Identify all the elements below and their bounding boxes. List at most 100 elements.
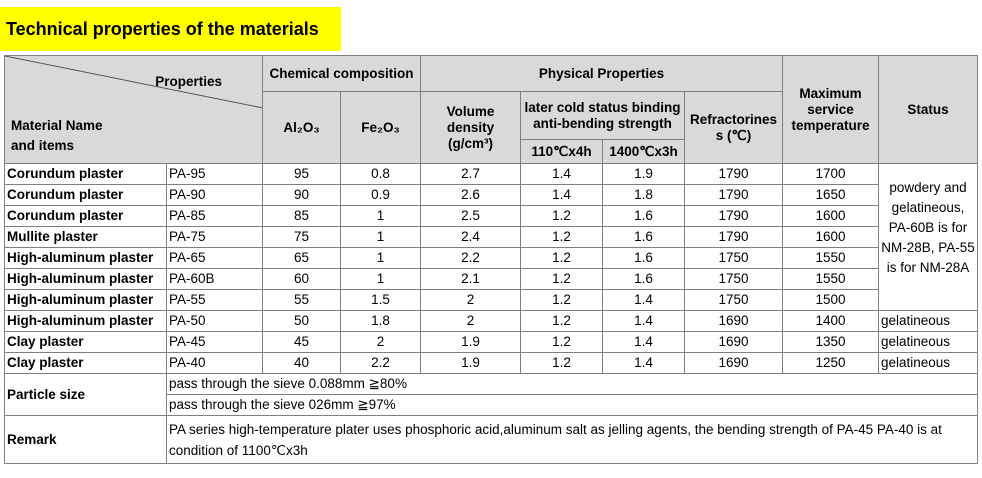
refractoriness-cell: 1750 (684, 247, 783, 269)
material-name-cell: High-aluminum plaster (4, 289, 167, 311)
material-name-label: Material Name (11, 118, 103, 133)
table-row: Corundum plaster PA-95 95 0.8 2.7 1.4 1.9 1790 1… (4, 163, 978, 311)
refractoriness-cell: 1790 (684, 226, 783, 248)
table-row: High-aluminum plaster PA-60B 60 1 2.1 1.2 1.6 1… (4, 268, 978, 290)
strength-1400-cell: 1.6 (602, 226, 685, 248)
model-cell: PA-40 (166, 352, 263, 374)
strength-110-cell: 1.4 (520, 184, 603, 206)
density-cell: 1.9 (420, 352, 521, 374)
cond-110-header: 110℃x4h (520, 139, 603, 164)
density-cell: 2.1 (420, 268, 521, 290)
al2o3-cell: 50 (262, 310, 341, 332)
refractoriness-cell: 1690 (684, 352, 783, 374)
material-name-heading: Material Name and items (11, 116, 103, 156)
density-cell: 2 (420, 310, 521, 332)
strength-110-cell: 1.2 (520, 268, 603, 290)
physical-properties-header: Physical Properties (420, 55, 783, 92)
strength-110-cell: 1.2 (520, 247, 603, 269)
al2o3-cell: 55 (262, 289, 341, 311)
al2o3-cell: 95 (262, 163, 341, 185)
fe2o3-cell: 2 (340, 331, 421, 353)
particle-size-label: Particle size (4, 373, 167, 416)
fe2o3-cell: 1 (340, 247, 421, 269)
cond-1400-header: 1400℃x3h (602, 139, 685, 164)
properties-table: Properties Material Name and items Chemi… (4, 55, 978, 464)
material-name-cell: Corundum plaster (4, 163, 167, 185)
status-cell: gelatineous (878, 310, 978, 332)
fe2o3-cell: 1 (340, 205, 421, 227)
fe2o3-cell: 0.8 (340, 163, 421, 185)
properties-heading: Properties (155, 74, 222, 89)
max-temp-cell: 1550 (782, 247, 879, 269)
model-cell: PA-45 (166, 331, 263, 353)
model-cell: PA-75 (166, 226, 263, 248)
material-name-cell: Clay plaster (4, 331, 167, 353)
density-cell: 1.9 (420, 331, 521, 353)
density-cell: 2.7 (420, 163, 521, 185)
table-row: Clay plaster PA-45 45 2 1.9 1.2 1.4 1690 1350 gel… (4, 331, 978, 353)
al2o3-cell: 75 (262, 226, 341, 248)
strength-1400-cell: 1.4 (602, 310, 685, 332)
material-name-cell: Corundum plaster (4, 205, 167, 227)
al2o3-cell: 60 (262, 268, 341, 290)
max-temp-cell: 1400 (782, 310, 879, 332)
density-cell: 2.2 (420, 247, 521, 269)
table-row: High-aluminum plaster PA-55 55 1.5 2 1.2 1.4 17… (4, 289, 978, 311)
density-cell: 2.4 (420, 226, 521, 248)
strength-110-cell: 1.2 (520, 205, 603, 227)
strength-110-cell: 1.2 (520, 226, 603, 248)
strength-1400-cell: 1.8 (602, 184, 685, 206)
table-row: High-aluminum plaster PA-65 65 1 2.2 1.2 1.6 17… (4, 247, 978, 269)
fe2o3-cell: 1.5 (340, 289, 421, 311)
table-row: Clay plaster PA-40 40 2.2 1.9 1.2 1.4 1690 1250 g… (4, 352, 978, 374)
density-cell: 2 (420, 289, 521, 311)
strength-110-cell: 1.2 (520, 289, 603, 311)
status-cell: gelatineous (878, 331, 978, 353)
strength-1400-cell: 1.4 (602, 331, 685, 353)
max-temp-cell: 1650 (782, 184, 879, 206)
material-name-cell: High-aluminum plaster (4, 310, 167, 332)
model-cell: PA-55 (166, 289, 263, 311)
fe2o3-cell: 1 (340, 226, 421, 248)
refractoriness-header: Refractorines s (℃) (684, 91, 783, 164)
table-row: Corundum plaster PA-85 85 1 2.5 1.2 1.6 1790 160… (4, 205, 978, 227)
strength-110-cell: 1.4 (520, 163, 603, 185)
max-temp-cell: 1500 (782, 289, 879, 311)
model-cell: PA-50 (166, 310, 263, 332)
refractoriness-cell: 1790 (684, 163, 783, 185)
corner-header-cell: Properties Material Name and items (4, 55, 263, 164)
refractoriness-cell: 1750 (684, 268, 783, 290)
chemical-composition-header: Chemical composition (262, 55, 421, 92)
al2o3-cell: 85 (262, 205, 341, 227)
fe2o3-cell: 2.2 (340, 352, 421, 374)
material-name-cell: High-aluminum plaster (4, 268, 167, 290)
merged-status-cell: powdery and gelatineous, PA-60B is for N… (878, 163, 978, 311)
strength-1400-cell: 1.6 (602, 247, 685, 269)
document-title: Technical properties of the materials (6, 19, 319, 39)
binding-strength-header: later cold status binding anti-bending s… (520, 91, 685, 140)
particle-size-line-2: pass through the sieve 026mm ≧97% (166, 394, 978, 416)
table-row: Corundum plaster PA-90 90 0.9 2.6 1.4 1.8 1790 1… (4, 184, 978, 206)
al2o3-cell: 65 (262, 247, 341, 269)
strength-1400-cell: 1.4 (602, 352, 685, 374)
document-title-banner: Technical properties of the materials (0, 7, 341, 51)
material-name-cell: High-aluminum plaster (4, 247, 167, 269)
particle-size-line-1: pass through the sieve 0.088mm ≧80% (166, 373, 978, 395)
max-temp-cell: 1350 (782, 331, 879, 353)
material-name-cell: Mullite plaster (4, 226, 167, 248)
refractoriness-cell: 1690 (684, 310, 783, 332)
density-cell: 2.6 (420, 184, 521, 206)
material-name-cell: Corundum plaster (4, 184, 167, 206)
max-temp-cell: 1550 (782, 268, 879, 290)
fe2o3-cell: 0.9 (340, 184, 421, 206)
max-temp-cell: 1700 (782, 163, 879, 185)
strength-110-cell: 1.2 (520, 352, 603, 374)
refractoriness-cell: 1790 (684, 184, 783, 206)
strength-1400-cell: 1.6 (602, 205, 685, 227)
fe2o3-cell: 1 (340, 268, 421, 290)
status-cell: gelatineous (878, 352, 978, 374)
status-header: Status (878, 55, 978, 164)
refractoriness-cell: 1750 (684, 289, 783, 311)
fe2o3-header: Fe₂O₃ (340, 91, 421, 164)
strength-1400-cell: 1.4 (602, 289, 685, 311)
